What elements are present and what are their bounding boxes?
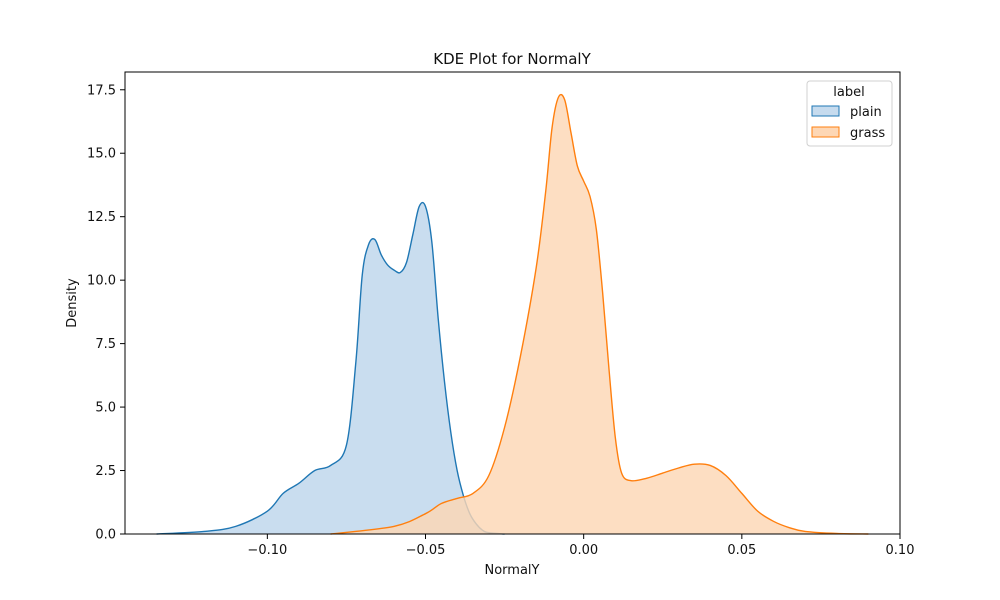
y-tick-label-2: 5.0: [95, 401, 116, 416]
y-tick-label-0: 0.0: [95, 528, 116, 543]
kde-area-grass: [330, 94, 869, 535]
x-axis: −0.10 −0.05 0.00 0.05 0.10: [247, 534, 914, 558]
legend-swatch-grass: [811, 126, 840, 138]
y-axis-label: Density: [65, 278, 80, 328]
kde-area-plain: [156, 202, 505, 534]
y-tick-label-7: 17.5: [87, 83, 116, 98]
y-tick-label-4: 10.0: [87, 274, 116, 289]
kde-line-plain: [156, 201, 505, 535]
kde-line-grass: [330, 93, 869, 535]
x-tick-label-1: −0.05: [406, 543, 446, 558]
plot-frame: [124, 71, 901, 535]
legend-label-grass: grass: [850, 126, 885, 141]
legend-swatch-plain: [811, 105, 840, 117]
chart-title: KDE Plot for NormalY: [433, 50, 591, 68]
x-tick-label-0: −0.10: [247, 543, 287, 558]
plot-area: [124, 71, 901, 535]
legend-label-plain: plain: [850, 105, 882, 120]
x-tick-label-4: 0.10: [886, 543, 915, 558]
y-tick-label-1: 2.5: [95, 464, 116, 479]
series-layer: [156, 93, 869, 535]
y-tick-label-3: 7.5: [95, 337, 116, 352]
legend-title: label: [833, 85, 864, 100]
y-axis: 0.0 2.5 5.0 7.5 10.0 12.5 15.0 17.5: [87, 83, 125, 543]
legend: label plain grass: [806, 80, 893, 147]
x-tick-label-3: 0.05: [727, 543, 756, 558]
x-tick-label-2: 0.00: [569, 543, 598, 558]
y-tick-label-5: 12.5: [87, 210, 116, 225]
y-tick-label-6: 15.0: [87, 147, 116, 162]
x-axis-label: NormalY: [485, 563, 540, 578]
